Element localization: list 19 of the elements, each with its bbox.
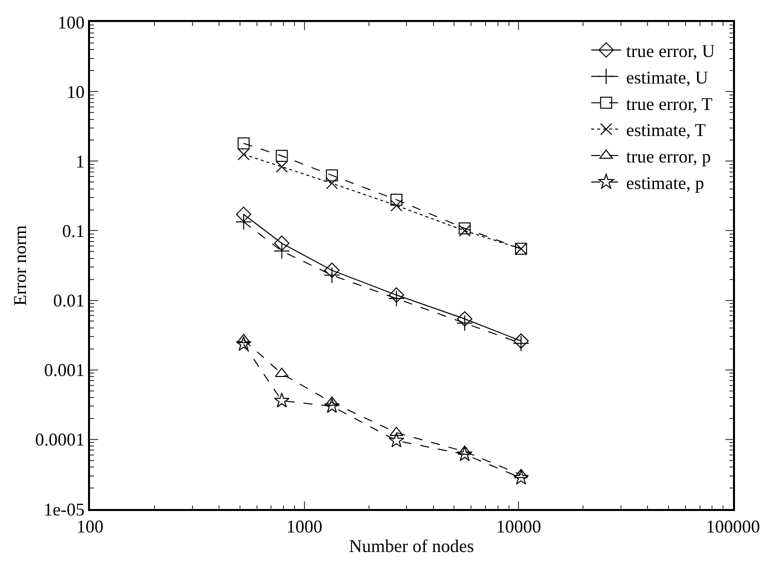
legend-label: estimate, T <box>626 120 706 140</box>
y-tick-label: 100 <box>58 12 85 32</box>
y-tick-label: 1e-05 <box>44 499 85 520</box>
legend-label: true error, T <box>626 94 713 114</box>
legend-label: true error, p <box>626 146 711 167</box>
y-tick-label: 0.001 <box>44 360 85 380</box>
y-tick-label: 0.01 <box>53 290 85 311</box>
y-tick-label: 10 <box>66 82 85 102</box>
y-axis-title: Error norm <box>10 225 30 306</box>
legend-label: estimate, p <box>626 172 704 193</box>
legend-label: estimate, U <box>626 67 708 88</box>
y-tick-label: 1 <box>76 151 85 172</box>
y-tick-label: 0.1 <box>62 221 85 242</box>
x-tick-label: 100000 <box>706 516 760 536</box>
legend-label: true error, U <box>626 40 715 61</box>
y-tick-label: 0.0001 <box>35 430 85 450</box>
x-axis-title: Number of nodes <box>349 536 474 556</box>
x-tick-label: 10000 <box>496 516 542 536</box>
x-tick-label: 1000 <box>286 516 322 536</box>
